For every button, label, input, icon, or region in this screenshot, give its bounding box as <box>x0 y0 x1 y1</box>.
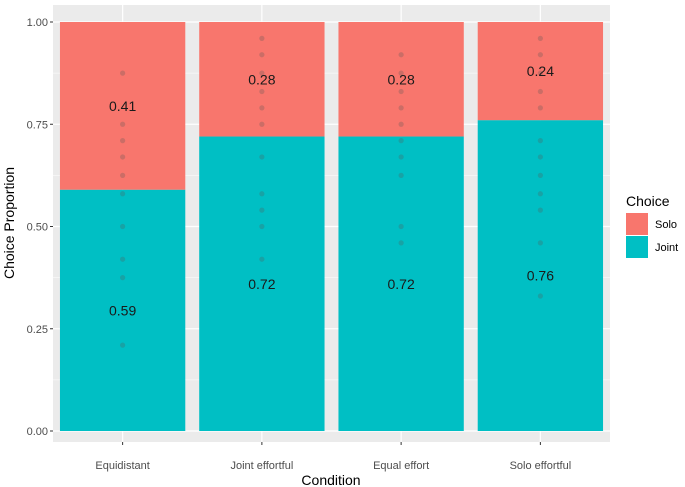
data-point <box>120 223 126 230</box>
y-tick-label: 0.00 <box>27 426 48 438</box>
bar-label-solo-1: 0.41 <box>109 98 136 114</box>
bar-joint-3 <box>338 136 464 431</box>
data-point <box>120 342 126 348</box>
bar-solo-4 <box>477 22 604 121</box>
data-point <box>259 207 265 213</box>
x-tick-label: Equidistant <box>95 460 149 472</box>
data-point <box>398 105 404 111</box>
data-point <box>398 52 404 58</box>
legend-swatch-joint <box>626 236 648 258</box>
data-point <box>537 138 543 144</box>
bar-label-solo-2: 0.28 <box>248 71 275 87</box>
data-point <box>120 154 126 160</box>
data-point <box>398 240 404 246</box>
data-point <box>259 223 265 230</box>
data-point <box>398 223 404 230</box>
x-tick-label: Joint effortful <box>230 460 293 472</box>
y-tick-label: 1.00 <box>27 17 48 29</box>
data-point <box>398 121 404 127</box>
data-point <box>259 256 265 262</box>
data-point <box>120 138 126 144</box>
data-point <box>537 70 543 76</box>
data-point <box>259 52 265 58</box>
data-point <box>537 88 543 95</box>
data-point <box>537 293 543 299</box>
data-point <box>537 105 543 111</box>
bar-label-joint-3: 0.72 <box>388 276 415 292</box>
bar-joint-1 <box>59 189 186 431</box>
data-point <box>537 154 543 160</box>
bar-joint-4 <box>477 120 604 431</box>
data-point <box>120 172 126 178</box>
data-point <box>398 172 404 178</box>
data-point <box>537 52 543 58</box>
bars <box>59 22 604 431</box>
y-axis-title: Choice Proportion <box>1 167 17 279</box>
data-point <box>398 70 404 76</box>
bar-solo-3 <box>338 22 464 137</box>
data-point <box>259 88 265 95</box>
data-point <box>537 207 543 213</box>
data-point <box>537 191 543 197</box>
legend-title: Choice <box>626 193 670 209</box>
data-point <box>120 70 126 76</box>
data-point <box>120 275 126 281</box>
bar-label-joint-4: 0.76 <box>527 268 554 284</box>
bar-label-joint-2: 0.72 <box>248 276 275 292</box>
legend: Choice Solo Joint <box>626 193 678 258</box>
data-point <box>259 121 265 127</box>
data-point <box>259 70 265 76</box>
data-point <box>259 154 265 160</box>
y-axis: 0.00 0.25 0.50 0.75 1.00 <box>27 17 53 438</box>
data-point <box>259 35 265 41</box>
data-point <box>537 35 543 41</box>
data-point <box>120 256 126 262</box>
legend-swatch-solo <box>626 213 648 235</box>
bar-label-solo-4: 0.24 <box>527 63 554 79</box>
y-tick-label: 0.50 <box>27 222 48 234</box>
data-point <box>537 172 543 178</box>
x-tick-label: Equal effort <box>373 460 429 472</box>
data-points <box>120 35 543 348</box>
data-point <box>398 154 404 160</box>
bar-solo-2 <box>199 22 325 137</box>
data-point <box>259 191 265 197</box>
data-point <box>120 191 126 197</box>
data-point <box>398 138 404 144</box>
data-point <box>398 88 404 95</box>
data-point <box>537 240 543 246</box>
y-tick-label: 0.25 <box>27 324 48 336</box>
y-tick-label: 0.75 <box>27 119 48 131</box>
bar-labels: 0.59 0.41 0.72 0.28 0.72 0.28 0.76 0.24 <box>109 63 554 318</box>
legend-label-solo: Solo <box>655 219 677 231</box>
data-point <box>259 105 265 111</box>
bar-joint-2 <box>199 136 325 431</box>
x-tick-label: Solo effortful <box>510 460 572 472</box>
bar-solo-1 <box>59 22 186 190</box>
x-axis: Equidistant Joint effortful Equal effort So… <box>95 442 571 472</box>
bar-label-solo-3: 0.28 <box>388 71 415 87</box>
bar-label-joint-1: 0.59 <box>109 302 136 318</box>
legend-label-joint: Joint <box>655 242 678 254</box>
x-axis-title: Condition <box>301 472 360 487</box>
data-point <box>120 121 126 127</box>
